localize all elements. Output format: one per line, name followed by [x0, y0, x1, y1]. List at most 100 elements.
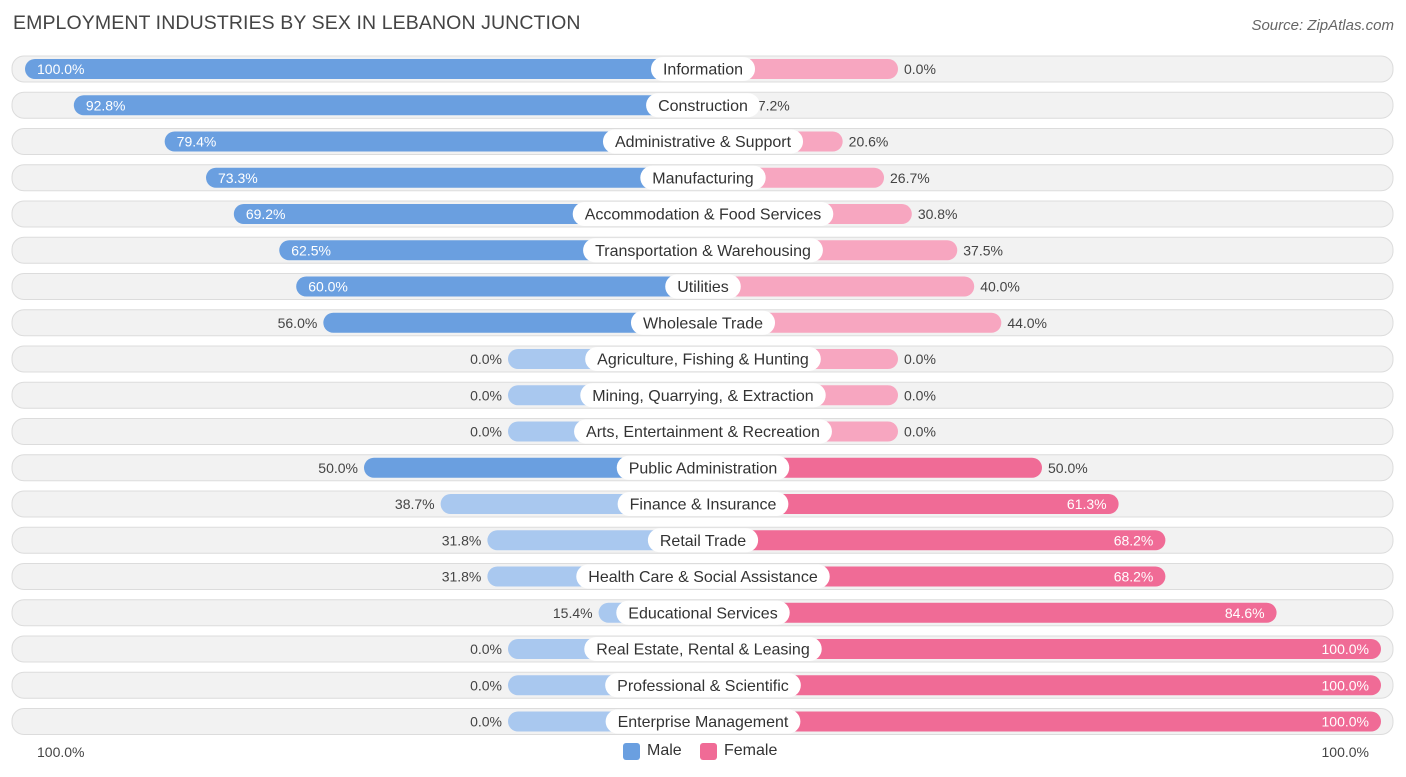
value-male-construction: 92.8%: [86, 97, 126, 113]
category-pill-construction: [646, 93, 760, 118]
bar-female-educational-services: [703, 602, 1277, 623]
category-label-administrative-support: Administrative & Support: [615, 134, 792, 151]
value-female-administrative-support: 20.6%: [849, 134, 889, 150]
category-pill-arts-entertainment-recreation: [574, 419, 832, 444]
category-pill-manufacturing: [640, 165, 766, 190]
category-pill-agriculture-fishing-hunting: [585, 347, 821, 371]
row-professional-scientific: 0.0% 100.0% Professional & Scientific: [11, 671, 1394, 699]
category-label-enterprise-management: Enterprise Management: [618, 714, 789, 731]
row-mining-quarrying-extraction: 0.0% 0.0% Mining, Quarrying, & Extraction: [11, 381, 1394, 409]
value-male-administrative-support: 79.4%: [177, 134, 217, 150]
row-wholesale-trade: 56.0% 44.0% Wholesale Trade: [11, 309, 1394, 337]
bar-female-professional-scientific: [703, 675, 1381, 696]
bar-female-retail-trade: [703, 530, 1166, 551]
bar-female-utilities: [703, 276, 975, 297]
row-manufacturing: 73.3% 26.7% Manufacturing: [11, 164, 1394, 192]
category-label-agriculture-fishing-hunting: Agriculture, Fishing & Hunting: [597, 352, 809, 369]
value-female-arts-entertainment-recreation: 0.0%: [904, 424, 936, 440]
category-pill-mining-quarrying-extraction: [580, 383, 826, 408]
legend-label-female: Female: [724, 742, 778, 759]
value-female-real-estate-rental-leasing: 100.0%: [1322, 641, 1369, 657]
bar-female-enterprise-management: [703, 711, 1381, 732]
value-female-enterprise-management: 100.0%: [1322, 714, 1369, 730]
value-female-information: 0.0%: [904, 61, 936, 77]
value-female-wholesale-trade: 44.0%: [1007, 315, 1047, 331]
category-label-transportation-warehousing: Transportation & Warehousing: [595, 243, 811, 260]
category-pill-real-estate-rental-leasing: [584, 637, 822, 661]
category-label-arts-entertainment-recreation: Arts, Entertainment & Recreation: [586, 424, 820, 441]
category-pill-educational-services: [616, 600, 790, 625]
category-pill-utilities: [665, 274, 741, 299]
value-male-enterprise-management: 0.0%: [470, 714, 502, 730]
category-label-public-administration: Public Administration: [629, 460, 778, 477]
value-male-wholesale-trade: 56.0%: [278, 315, 318, 331]
value-male-public-administration: 50.0%: [318, 460, 358, 476]
legend-label-male: Male: [647, 742, 682, 759]
bar-male-wholesale-trade: [323, 312, 703, 333]
value-male-educational-services: 15.4%: [553, 605, 593, 621]
chart-title: EMPLOYMENT INDUSTRIES BY SEX IN LEBANON …: [13, 12, 581, 34]
row-enterprise-management: 0.0% 100.0% Enterprise Management: [11, 708, 1394, 735]
bar-male-utilities: [296, 276, 703, 297]
category-label-mining-quarrying-extraction: Mining, Quarrying, & Extraction: [592, 388, 813, 405]
value-female-finance-insurance: 61.3%: [1067, 496, 1107, 512]
axis-label-right: 100.0%: [1321, 744, 1369, 760]
value-male-manufacturing: 73.3%: [218, 170, 258, 186]
legend-swatch-female: [700, 742, 717, 760]
value-male-professional-scientific: 0.0%: [470, 677, 502, 693]
row-finance-insurance: 38.7% 61.3% Finance & Insurance: [11, 490, 1394, 518]
row-health-care-social-assistance: 31.8% 68.2% Health Care & Social Assistanc…: [11, 563, 1394, 590]
row-arts-entertainment-recreation: 0.0% 0.0% Arts, Entertainment & Recreation: [11, 418, 1394, 445]
value-male-finance-insurance: 38.7%: [395, 496, 435, 512]
category-pill-public-administration: [616, 455, 790, 480]
row-retail-trade: 31.8% 68.2% Retail Trade: [11, 526, 1394, 554]
value-female-professional-scientific: 100.0%: [1322, 677, 1369, 693]
value-female-retail-trade: 68.2%: [1114, 532, 1154, 548]
value-female-transportation-warehousing: 37.5%: [963, 242, 1003, 258]
row-information: 100.0% 0.0% Information: [11, 55, 1394, 83]
category-pill-wholesale-trade: [630, 310, 776, 335]
category-label-professional-scientific: Professional & Scientific: [617, 678, 789, 695]
category-label-real-estate-rental-leasing: Real Estate, Rental & Leasing: [596, 642, 809, 659]
row-agriculture-fishing-hunting: 0.0% 0.0% Agriculture, Fishing & Hunting: [11, 345, 1394, 373]
value-male-retail-trade: 31.8%: [442, 532, 482, 548]
bar-female-wholesale-trade: [703, 312, 1002, 333]
category-label-utilities: Utilities: [677, 279, 729, 296]
row-accommodation-food-services: 69.2% 30.8% Accommodation & Food Services: [11, 200, 1394, 228]
value-female-agriculture-fishing-hunting: 0.0%: [904, 351, 936, 367]
category-pill-administrative-support: [602, 129, 804, 154]
value-female-utilities: 40.0%: [980, 279, 1020, 295]
row-real-estate-rental-leasing: 0.0% 100.0% Real Estate, Rental & Leasing: [11, 635, 1394, 663]
row-administrative-support: 79.4% 20.6% Administrative & Support: [11, 128, 1394, 155]
category-label-accommodation-food-services: Accommodation & Food Services: [585, 207, 822, 224]
row-utilities: 60.0% 40.0% Utilities: [11, 273, 1394, 300]
legend-item-female[interactable]: Female: [700, 742, 777, 760]
row-educational-services: 15.4% 84.6% Educational Services: [11, 599, 1394, 627]
category-label-manufacturing: Manufacturing: [652, 170, 753, 187]
chart-plot: 100.0% 0.0% Information 92.8% 7.2% Constructi…: [11, 55, 1394, 735]
category-pill-retail-trade: [647, 528, 759, 553]
bar-male-manufacturing: [206, 167, 703, 188]
value-female-educational-services: 84.6%: [1225, 605, 1265, 621]
value-male-arts-entertainment-recreation: 0.0%: [470, 424, 502, 440]
value-male-information: 100.0%: [37, 61, 84, 77]
category-label-wholesale-trade: Wholesale Trade: [643, 315, 763, 332]
category-label-information: Information: [663, 62, 743, 79]
legend-item-male[interactable]: Male: [623, 742, 682, 760]
category-pill-information: [650, 57, 756, 81]
bar-female-real-estate-rental-leasing: [703, 639, 1381, 659]
value-male-transportation-warehousing: 62.5%: [291, 242, 331, 258]
value-female-health-care-social-assistance: 68.2%: [1114, 569, 1154, 585]
legend-swatch-male: [623, 742, 640, 760]
row-transportation-warehousing: 62.5% 37.5% Transportation & Warehousing: [11, 236, 1394, 264]
value-female-accommodation-food-services: 30.8%: [918, 206, 958, 222]
value-female-mining-quarrying-extraction: 0.0%: [904, 387, 936, 403]
category-label-health-care-social-assistance: Health Care & Social Assistance: [588, 569, 818, 586]
value-male-real-estate-rental-leasing: 0.0%: [470, 641, 502, 657]
value-male-agriculture-fishing-hunting: 0.0%: [470, 351, 502, 367]
bar-male-administrative-support: [164, 131, 704, 152]
value-male-utilities: 60.0%: [308, 279, 348, 295]
value-male-health-care-social-assistance: 31.8%: [442, 569, 482, 585]
category-label-finance-insurance: Finance & Insurance: [630, 497, 777, 514]
bar-female-finance-insurance: [703, 494, 1119, 514]
